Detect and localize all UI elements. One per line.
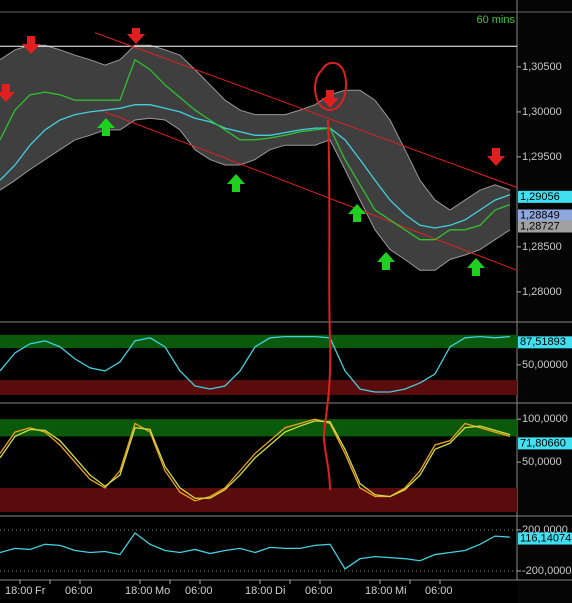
series-line	[0, 418, 511, 502]
price-label-box	[518, 209, 572, 222]
x-tick-label: 18:00	[365, 585, 393, 597]
y-tick-label: 50,00000	[522, 359, 568, 371]
band-fill	[0, 45, 510, 271]
arrow-up	[348, 204, 366, 222]
y-tick-label: 1,29500	[522, 151, 562, 163]
arrow-down	[22, 36, 40, 54]
arrows-up	[97, 118, 485, 276]
series-line	[0, 335, 511, 393]
y-tick-label: 1,30500	[522, 61, 562, 73]
x-tick-label: 06:00	[425, 585, 453, 597]
band-edge	[0, 117, 511, 271]
series-line	[0, 58, 511, 241]
y-tick-label: 50,0000	[522, 456, 562, 468]
x-tick-label: 18:00	[5, 585, 33, 597]
series-line	[0, 104, 511, 229]
price-label-box	[518, 190, 572, 203]
y-tick-label: 1,28000	[522, 286, 562, 298]
y-tick-label: 100,0000	[522, 413, 568, 425]
x-tick-label: 18:00	[125, 585, 153, 597]
arrow-down	[0, 84, 15, 102]
price-label-box	[518, 532, 572, 545]
series-line	[0, 420, 511, 499]
arrow-up	[227, 174, 245, 192]
price-label-box	[518, 336, 572, 349]
price-label: 1,28727	[520, 220, 560, 232]
zone	[0, 487, 517, 512]
band-edge	[0, 44, 511, 211]
y-tick-label: 1,30000	[522, 106, 562, 118]
hand-circle	[314, 62, 347, 112]
axis-column	[517, 0, 572, 603]
price-label: 71,80660	[520, 437, 566, 449]
arrow-down	[127, 28, 145, 44]
trend-line	[99, 109, 518, 271]
zone	[0, 334, 517, 349]
x-tick-label: 06:00	[185, 585, 213, 597]
price-label: 116,14074	[520, 532, 571, 544]
arrow-up	[97, 118, 115, 136]
x-tick-label: Mo	[155, 585, 170, 597]
price-label: 1,29056	[520, 191, 560, 203]
price-label-box	[518, 220, 572, 233]
arrow-down	[487, 148, 505, 166]
series-line	[0, 532, 511, 570]
x-tick-label: Fr	[35, 585, 46, 597]
arrow-up	[377, 252, 395, 270]
price-label: 87,51893	[520, 336, 566, 348]
x-tick-label: 18:00	[245, 585, 273, 597]
y-tick-label: 1,28500	[522, 241, 562, 253]
chart-title: 60 mins	[476, 14, 515, 26]
x-tick-label: 06:00	[305, 585, 333, 597]
arrow-up	[467, 258, 485, 276]
x-tick-label: 06:00	[65, 585, 93, 597]
hand-line	[322, 119, 332, 491]
price-label-box	[518, 437, 572, 450]
arrows-down	[0, 28, 505, 166]
zone	[0, 419, 517, 437]
x-tick-label: Di	[275, 585, 285, 597]
trend-line	[94, 32, 518, 188]
y-tick-label: -200,0000	[522, 565, 572, 577]
plot-layer: 1,30500 1,30000 1,29500 1,28500 1,28000 1,290…	[0, 32, 572, 597]
zone	[0, 379, 517, 395]
price-label: 1,28849	[520, 209, 560, 221]
x-tick-label: Mi	[395, 585, 407, 597]
arrow-down	[321, 90, 339, 108]
